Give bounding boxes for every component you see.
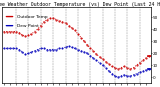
Text: Dew Point: Dew Point bbox=[17, 24, 39, 28]
Text: Outdoor Temp: Outdoor Temp bbox=[17, 15, 48, 19]
Title: Milwaukee Weather Outdoor Temperature (vs) Dew Point (Last 24 Hours): Milwaukee Weather Outdoor Temperature (v… bbox=[0, 2, 160, 7]
